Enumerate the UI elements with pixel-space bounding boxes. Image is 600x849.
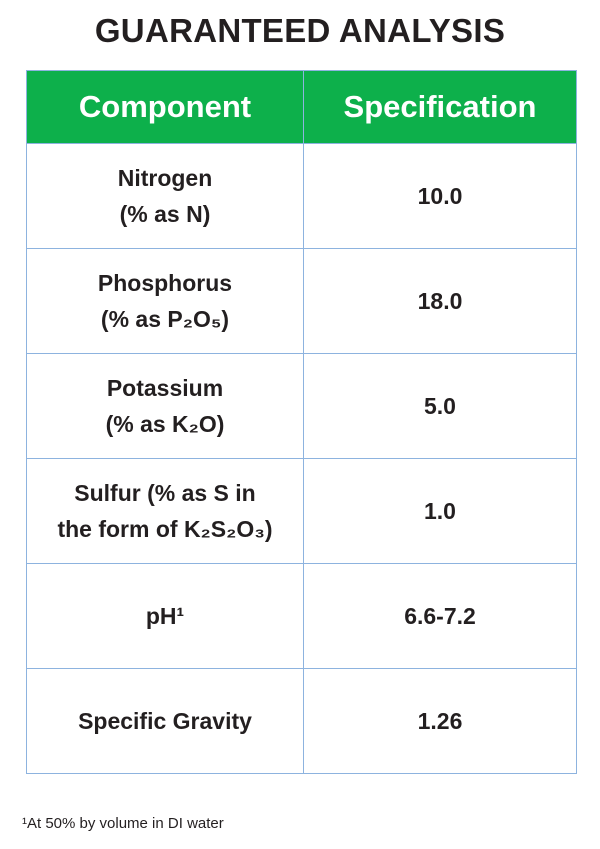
specification-cell: 1.0: [303, 458, 577, 564]
specification-cell: 6.6-7.2: [303, 563, 577, 669]
table-body: Nitrogen (% as N) 10.0 Phosphorus (% as P₂O₅…: [26, 143, 577, 774]
table-row: Phosphorus (% as P₂O₅) 18.0: [26, 248, 577, 354]
component-line: pH¹: [145, 603, 185, 629]
title: GUARANTEED ANALYSIS: [94, 12, 506, 49]
footnote: ¹At 50% by volume in DI water: [22, 815, 224, 832]
column-header: Specification: [303, 70, 577, 144]
header-row: Component Specification: [26, 70, 577, 144]
component-line: the form of K₂S₂O₃): [57, 516, 273, 542]
table-row: Specific Gravity 1.26: [26, 668, 577, 774]
table-row: pH¹ 6.6-7.2: [26, 563, 577, 669]
component-line: Specific Gravity: [78, 708, 252, 734]
specification-cell: 10.0: [303, 143, 577, 249]
component-cell: Specific Gravity: [26, 668, 304, 774]
column-header: Component: [26, 70, 304, 144]
table-row: Nitrogen (% as N) 10.0: [26, 143, 577, 249]
component-line: Sulfur (% as S in: [74, 480, 256, 506]
component-cell: pH¹: [26, 563, 304, 669]
component-line: (% as N): [119, 201, 211, 227]
component-cell: Nitrogen (% as N): [26, 143, 304, 249]
component-cell: Phosphorus (% as P₂O₅): [26, 248, 304, 354]
component-line: Potassium: [106, 375, 224, 401]
specification-cell: 18.0: [303, 248, 577, 354]
specification-cell: 1.26: [303, 668, 577, 774]
component-cell: Sulfur (% as S in the form of K₂S₂O₃): [26, 458, 304, 564]
component-line: Nitrogen: [117, 165, 213, 191]
table-row: Potassium (% as K₂O) 5.0: [26, 353, 577, 459]
component-line: (% as P₂O₅): [100, 306, 230, 332]
component-line: Phosphorus: [97, 270, 233, 296]
table-row: Sulfur (% as S in the form of K₂S₂O₃) 1.0: [26, 458, 577, 564]
component-cell: Potassium (% as K₂O): [26, 353, 304, 459]
specification-cell: 5.0: [303, 353, 577, 459]
component-line: (% as K₂O): [105, 411, 225, 437]
analysis-table: Component Specification Nitrogen (% as N)…: [26, 70, 577, 774]
